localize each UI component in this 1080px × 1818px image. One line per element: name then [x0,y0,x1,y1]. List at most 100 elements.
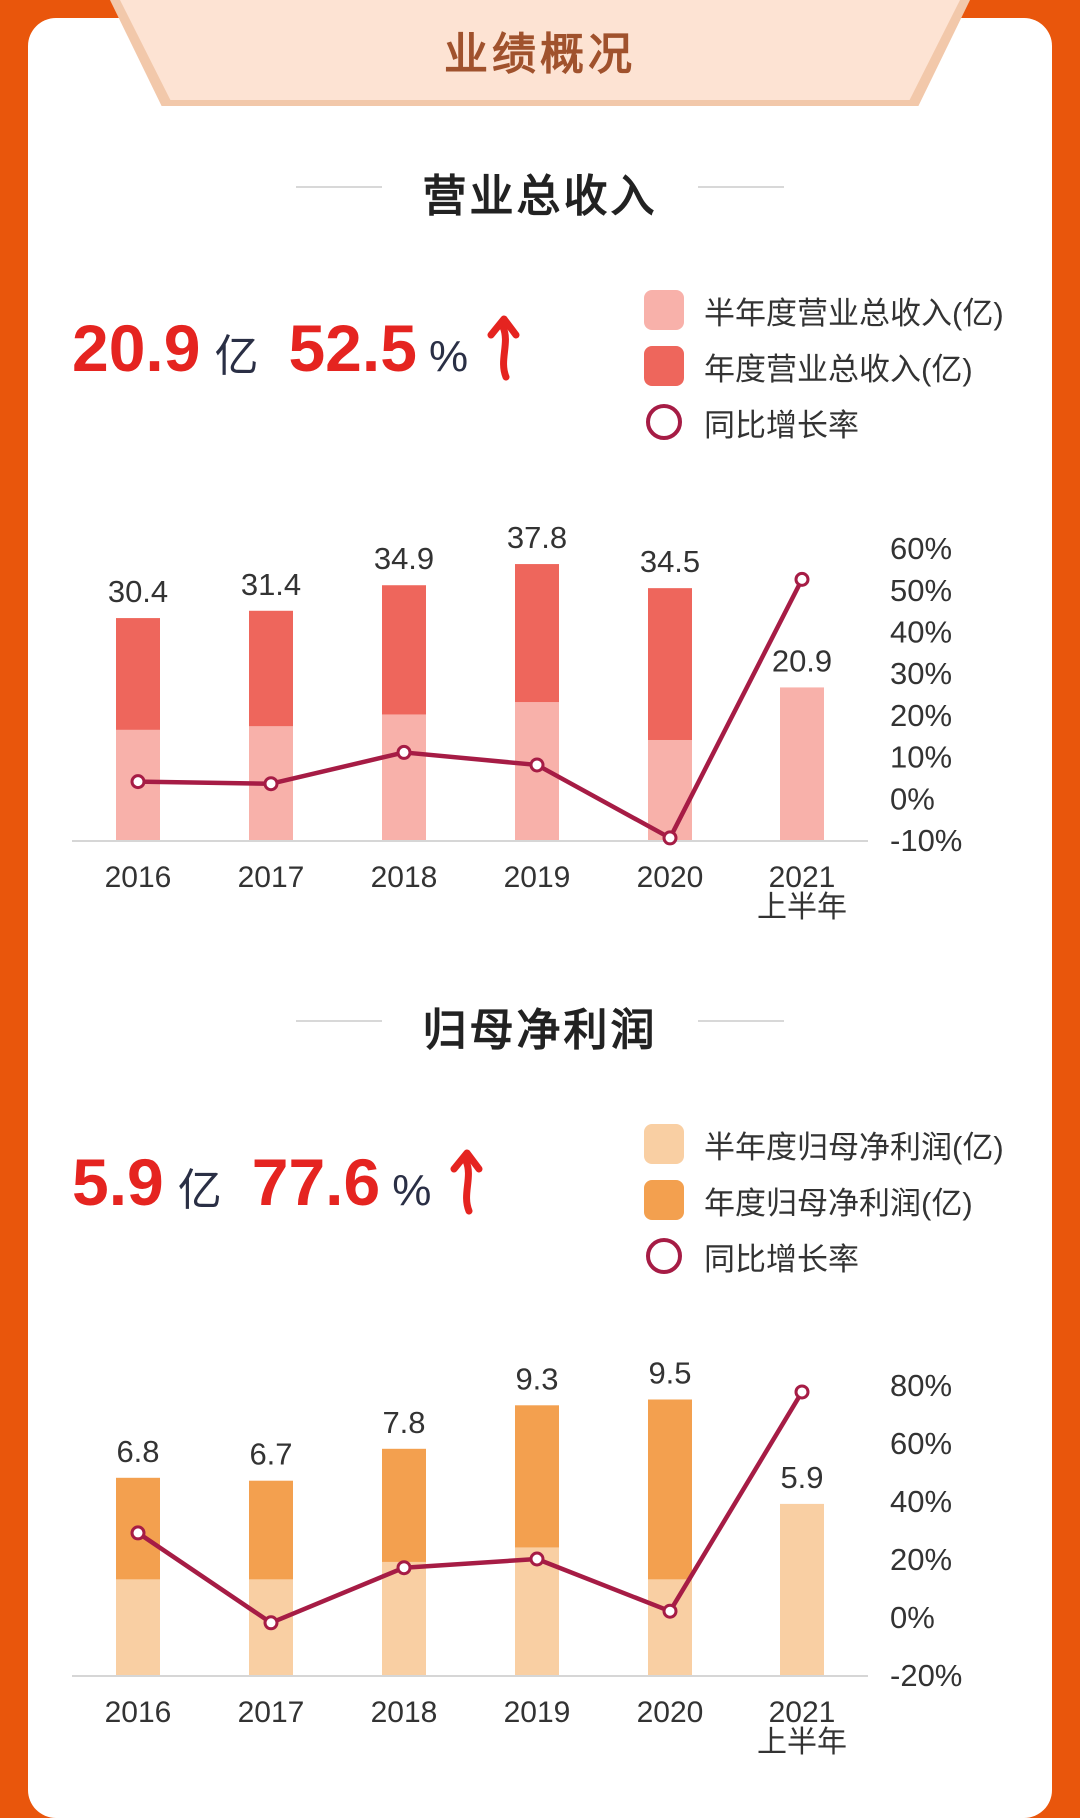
kpi-unit: 亿 [177,1166,222,1215]
growth-line [136,1390,804,1626]
title-rule-right [698,1020,784,1022]
bar-value-label: 34.5 [640,544,700,579]
y2-tick-label: 60% [890,531,952,566]
legend-item-annual: 年度归母净利润(亿) [644,1172,1004,1228]
bar-value-label: 20.9 [772,643,832,678]
x-tick-label: 2021 [769,861,836,894]
x-tick-label: 上半年 [757,1726,847,1759]
legend-label-yoy: 同比增长率 [704,1241,859,1277]
kpi-growth: 52.5 [288,311,417,385]
x-tick-label: 2019 [504,1696,571,1729]
growth-point [396,1560,412,1576]
kpi-value: 5.9 [72,1145,164,1219]
legend-revenue: 半年度营业总收入(亿) 年度营业总收入(亿) 同比增长率 [644,282,1004,450]
y2-tick-label: 80% [890,1368,952,1403]
profit-chart: 6.8 2016 6.7 2017 7.8 2018 9.3 2019 9.5 2020 5.9 20… [72,1356,962,1759]
arrow-up-icon [487,315,520,381]
x-tick-label: 2017 [238,861,305,894]
bar-value-label: 34.9 [374,541,434,576]
kpi-value: 20.9 [72,311,201,385]
growth-point [794,571,810,587]
legend-item-half: 半年度归母净利润(亿) [644,1116,1004,1172]
legend-swatch-annual [644,346,684,386]
kpi-growth-unit: % [392,1166,432,1215]
growth-point [529,757,545,773]
y2-tick-label: 20% [890,698,952,733]
growth-point [263,776,279,792]
bar-half-2 [382,1561,426,1675]
y2-tick-label: 60% [890,1426,952,1461]
y2-tick-label: 0% [890,1600,935,1635]
bar-half-4 [648,739,692,840]
kpi-growth: 77.6 [251,1145,381,1219]
bar-value-label: 30.4 [108,574,168,609]
title-rule-left [296,1020,382,1022]
legend-item-yoy: 同比增长率 [644,394,1004,450]
growth-point [794,1384,810,1400]
x-tick-label: 2020 [637,861,704,894]
y2-tick-label: -10% [890,823,962,858]
x-tick-label: 2019 [504,861,571,894]
header-title: 业绩概况 [444,30,636,79]
bar-value-label: 6.8 [116,1434,159,1469]
legend-swatch-yoy [646,404,682,440]
kpi-growth-unit: % [428,332,469,381]
y2-tick-label: 10% [890,740,952,775]
y2-tick-label: 0% [890,781,935,816]
bar-half-4 [648,1579,692,1675]
y2-tick-label: 20% [890,1542,952,1577]
growth-point [130,774,146,790]
x-tick-label: 2020 [637,1696,704,1729]
growth-point [263,1615,279,1631]
legend-swatch-yoy [646,1238,682,1274]
bar-half-2 [382,714,426,840]
x-tick-label: 2018 [371,861,438,894]
x-tick-label: 2016 [105,861,172,894]
legend-label-annual: 年度营业总收入(亿) [704,351,973,387]
legend-label-half: 半年度营业总收入(亿) [704,295,1004,331]
legend-item-half: 半年度营业总收入(亿) [644,282,1004,338]
x-tick-label: 上半年 [757,891,847,924]
bar-value-label: 37.8 [507,520,567,555]
y2-tick-label: 50% [890,573,952,608]
y2-tick-label: 40% [890,615,952,650]
title-rule-right [698,186,784,188]
bar-value-label: 6.7 [249,1437,292,1472]
bar-half-0 [116,1579,160,1675]
header-tab: 业绩概况 [120,0,960,100]
legend-label-yoy: 同比增长率 [704,407,859,443]
legend-item-annual: 年度营业总收入(亿) [644,338,1004,394]
section-title-profit: 归母净利润 [422,1006,658,1055]
title-rule-left [296,186,382,188]
legend-swatch-half [644,290,684,330]
x-tick-label: 2017 [238,1696,305,1729]
bar-value-label: 9.5 [648,1356,691,1391]
legend-item-yoy: 同比增长率 [644,1228,1004,1284]
kpi-unit: 亿 [214,332,259,381]
growth-point [662,830,678,846]
growth-point [529,1551,545,1567]
kpi-revenue: 20.9 亿 52.5 % [72,310,522,386]
bar-half-3 [515,1547,559,1675]
legend-swatch-half [644,1124,684,1164]
growth-line [137,578,805,841]
legend-profit: 半年度归母净利润(亿) 年度归母净利润(亿) 同比增长率 [644,1116,1004,1284]
revenue-chart: 30.4 2016 31.4 2017 34.9 2018 37.8 2019 34.5 2020… [72,520,962,924]
legend-swatch-annual [644,1180,684,1220]
y2-tick-label: -20% [890,1658,962,1693]
bar-value-label: 7.8 [382,1405,425,1440]
bar-value-label: 5.9 [780,1460,823,1495]
bar-value-label: 9.3 [515,1361,558,1396]
section-title-revenue: 营业总收入 [422,172,658,221]
y2-tick-label: 40% [890,1484,952,1519]
growth-point [130,1525,146,1541]
legend-label-annual: 年度归母净利润(亿) [704,1185,973,1221]
x-tick-label: 2018 [371,1696,438,1729]
x-tick-label: 2021 [769,1696,836,1729]
x-tick-label: 2016 [105,1696,172,1729]
bar-value-label: 31.4 [241,567,301,602]
arrow-up-icon [450,1149,483,1215]
growth-point [662,1603,678,1619]
bar-half-5 [780,687,824,840]
kpi-profit: 5.9 亿 77.6 % [72,1144,485,1220]
